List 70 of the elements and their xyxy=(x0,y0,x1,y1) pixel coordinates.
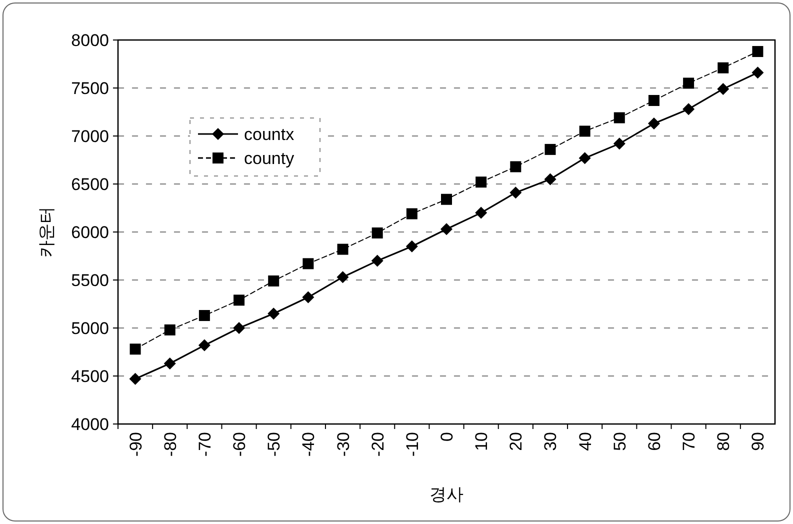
point xyxy=(683,78,694,89)
x-tick-label: -70 xyxy=(195,432,214,457)
point xyxy=(752,46,764,58)
point xyxy=(510,186,522,199)
y-tick-label: 6000 xyxy=(71,223,109,242)
y-tick-label: 4000 xyxy=(71,415,109,434)
point xyxy=(510,161,522,172)
x-tick-label: 0 xyxy=(438,432,456,442)
y-tick-label: 5000 xyxy=(71,319,109,338)
y-axis-title: 카운터 xyxy=(37,206,56,258)
x-tick-label: 30 xyxy=(541,432,560,451)
point xyxy=(406,208,418,220)
x-tick-label: 40 xyxy=(576,432,595,451)
point xyxy=(476,176,487,188)
x-tick-label: -10 xyxy=(402,432,422,457)
point xyxy=(544,173,556,186)
x-tick-label: 80 xyxy=(714,432,734,451)
point xyxy=(614,112,625,124)
point xyxy=(717,82,730,95)
y-tick-label: 4500 xyxy=(71,367,109,386)
x-tick-label: 70 xyxy=(680,432,699,451)
point xyxy=(718,62,729,74)
point xyxy=(337,244,348,255)
point xyxy=(198,339,210,352)
point xyxy=(302,258,314,270)
point xyxy=(752,66,764,79)
point xyxy=(441,194,452,205)
y-tick-label: 5500 xyxy=(71,271,109,290)
point xyxy=(268,308,280,320)
x-tick-label: 10 xyxy=(472,432,492,451)
point xyxy=(440,223,452,236)
x-tick-label: -30 xyxy=(334,432,353,457)
point xyxy=(475,206,488,219)
point xyxy=(164,358,176,370)
point xyxy=(544,144,556,155)
point xyxy=(129,372,142,385)
point xyxy=(164,324,176,336)
x-axis-title: 경사 xyxy=(430,485,464,504)
point xyxy=(302,291,314,304)
y-tick-label: 6500 xyxy=(71,175,109,194)
x-tick-label: 90 xyxy=(748,432,768,451)
point xyxy=(268,275,280,286)
point xyxy=(406,240,418,252)
x-tick-label: -20 xyxy=(368,432,388,457)
point xyxy=(648,118,660,130)
point xyxy=(613,138,626,150)
point xyxy=(234,294,245,306)
point xyxy=(372,227,383,238)
point xyxy=(198,310,210,322)
x-tick-label: 60 xyxy=(644,432,664,451)
point xyxy=(579,126,590,137)
point xyxy=(371,254,384,267)
point xyxy=(682,103,695,116)
legend-label: county xyxy=(244,149,295,168)
x-tick-label: -90 xyxy=(126,432,146,457)
legend-label: countx xyxy=(244,125,295,144)
x-tick-label: 20 xyxy=(506,432,526,451)
point xyxy=(648,94,660,106)
y-tick-label: 7500 xyxy=(71,79,109,98)
point xyxy=(130,344,141,355)
x-tick-label: -50 xyxy=(264,432,284,457)
point xyxy=(233,322,246,334)
x-tick-label: -80 xyxy=(160,432,180,457)
y-tick-label: 8000 xyxy=(71,31,109,50)
point xyxy=(336,271,349,284)
y-tick-label: 7000 xyxy=(71,127,109,146)
point xyxy=(578,152,591,164)
x-tick-label: -60 xyxy=(230,432,250,457)
x-tick-label: 50 xyxy=(610,432,630,451)
x-tick-label: -40 xyxy=(299,432,318,457)
